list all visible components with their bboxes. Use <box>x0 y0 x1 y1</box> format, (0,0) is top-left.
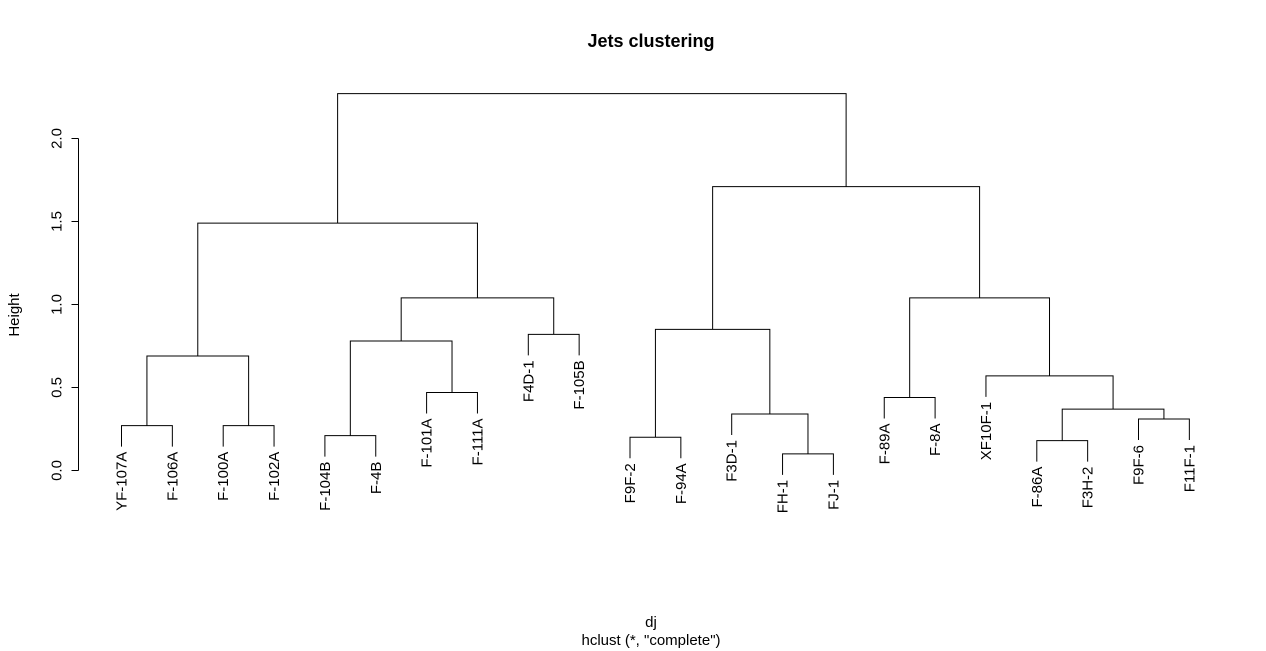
method-sublabel: hclust (*, "complete") <box>581 632 720 649</box>
merge-link <box>426 391 478 414</box>
merge-link <box>731 413 809 454</box>
leaf-label: F-105B <box>571 360 588 409</box>
leaf-label: FJ-1 <box>825 480 842 510</box>
y-axis-label: Height <box>6 292 23 336</box>
merge-link <box>629 436 682 459</box>
leaf-label: F-4B <box>368 462 385 495</box>
merge-link <box>1138 418 1190 441</box>
leaf-labels: YF-107A F-106A F-100A F-102A F-104B F-4B F-101… <box>114 360 1199 513</box>
y-tick-label: 2.0 <box>49 128 66 149</box>
merge-link <box>782 453 834 475</box>
leaf-label: F4D-1 <box>520 360 537 402</box>
x-axis-label: dj <box>645 614 657 631</box>
merge-link <box>349 340 453 436</box>
leaf-label: F-94A <box>673 463 690 504</box>
leaf-label: F-89A <box>876 423 893 464</box>
leaf-label: FH-1 <box>775 480 792 513</box>
merge-link <box>146 355 250 426</box>
merge-link <box>337 93 847 224</box>
merge-link <box>222 425 275 447</box>
merge-link <box>527 333 580 356</box>
leaf-label: F-101A <box>419 418 436 467</box>
merge-link <box>883 396 936 419</box>
leaf-label: F-111A <box>469 418 486 465</box>
merge-link <box>712 186 981 330</box>
merge-link <box>654 328 771 438</box>
merge-link <box>197 222 478 356</box>
y-tick-label: 1.5 <box>49 211 66 232</box>
leaf-label: F-106A <box>164 452 181 501</box>
leaf-label: XF10F-1 <box>978 402 995 460</box>
merge-link <box>324 435 377 457</box>
y-tick-label: 1.0 <box>49 294 66 315</box>
dendrogram-tree <box>121 93 1190 475</box>
y-tick-label: 0.5 <box>49 377 66 398</box>
leaf-label: F9F-2 <box>622 463 639 503</box>
merge-link <box>909 297 1051 398</box>
leaf-label: F11F-1 <box>1181 445 1198 492</box>
y-tick-label: 0.0 <box>49 460 66 481</box>
leaf-label: F-104B <box>317 462 334 511</box>
leaf-label: F9F-6 <box>1131 445 1148 485</box>
merge-link <box>1036 440 1089 462</box>
chart-title: Jets clustering <box>587 31 714 51</box>
leaf-label: F3D-1 <box>724 440 741 482</box>
leaf-label: F-100A <box>215 452 232 501</box>
leaf-label: YF-107A <box>114 452 131 511</box>
leaf-label: F-8A <box>927 423 944 456</box>
leaf-label: F-86A <box>1029 467 1046 508</box>
merge-link <box>985 375 1114 410</box>
merge-link <box>121 425 173 447</box>
leaf-label: F3H-2 <box>1080 467 1097 509</box>
y-axis: 0.0 0.5 1.0 1.5 2.0 <box>49 128 79 481</box>
merge-link <box>1061 408 1165 441</box>
leaf-label: F-102A <box>266 452 283 501</box>
